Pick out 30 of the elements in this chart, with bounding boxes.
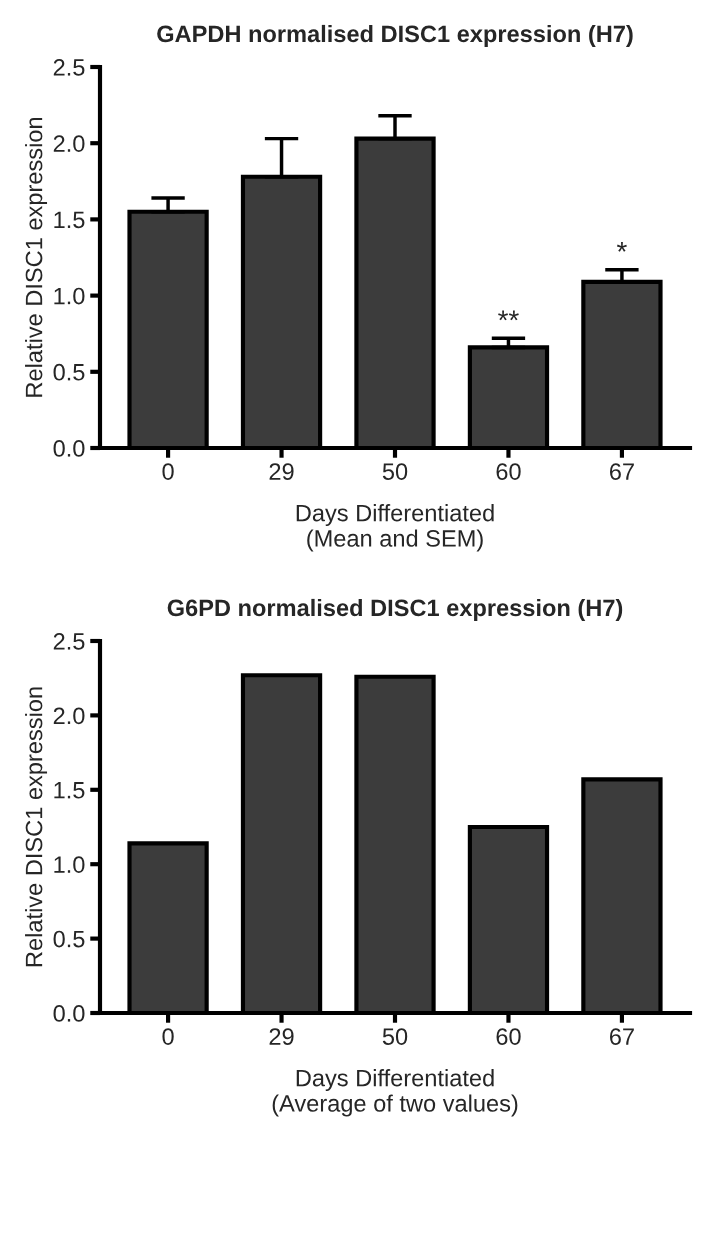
annotation: * — [616, 242, 627, 252]
y-tick-label: 1.5 — [54, 782, 85, 799]
y-tick-label: 0.5 — [53, 930, 85, 948]
y-axis-title: Relative DISC1 expression — [25, 117, 48, 397]
y-tick-label: 0.0 — [53, 440, 85, 457]
x-tick-label: 50 — [382, 1028, 408, 1045]
x-tick-label: 29 — [269, 1028, 294, 1045]
x-tick-label: 67 — [609, 1028, 634, 1045]
chart-title: GAPDH normalised DISC1 expression (H7) — [157, 24, 633, 47]
y-axis-title: Relative DISC1 expression — [25, 687, 48, 967]
x-tick-label: 67 — [609, 463, 634, 480]
chart-title: G6PD normalised DISC1 expression (H7) — [167, 598, 623, 621]
x-axis-title: Days Differentiated (Mean and SEM) — [296, 504, 494, 552]
x-tick-label: 0 — [162, 1028, 174, 1045]
y-tick-label: 2.0 — [53, 707, 85, 725]
x-tick-label: 29 — [269, 463, 294, 480]
x-tick-label: 60 — [496, 1028, 521, 1045]
y-tick-label: 0.5 — [53, 363, 85, 381]
x-tick-label: 60 — [496, 463, 521, 480]
y-tick-label: 2.5 — [53, 59, 85, 76]
y-tick-label: 2.0 — [53, 135, 85, 152]
y-tick-label: 1.0 — [54, 287, 85, 305]
x-tick-label: 50 — [382, 463, 408, 480]
annotation: ** — [498, 310, 519, 321]
y-tick-label: 2.5 — [53, 633, 85, 650]
y-tick-label: 1.0 — [54, 856, 85, 873]
y-tick-label: 1.5 — [54, 211, 85, 229]
x-tick-label: 0 — [162, 463, 174, 480]
x-axis-title: Days Differentiated (Average of two values) — [272, 1069, 518, 1117]
y-tick-label: 0.0 — [53, 1005, 85, 1022]
